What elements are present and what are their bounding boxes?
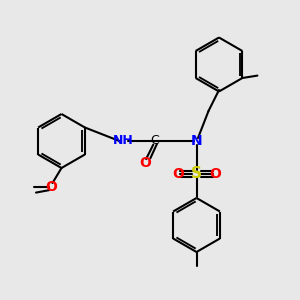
Text: C: C bbox=[150, 134, 159, 148]
Text: O: O bbox=[139, 156, 151, 170]
Text: S: S bbox=[191, 167, 202, 182]
Text: NH: NH bbox=[112, 134, 134, 148]
Text: O: O bbox=[45, 180, 57, 194]
Text: O: O bbox=[172, 167, 184, 181]
Text: N: N bbox=[191, 134, 202, 148]
Text: O: O bbox=[209, 167, 221, 181]
